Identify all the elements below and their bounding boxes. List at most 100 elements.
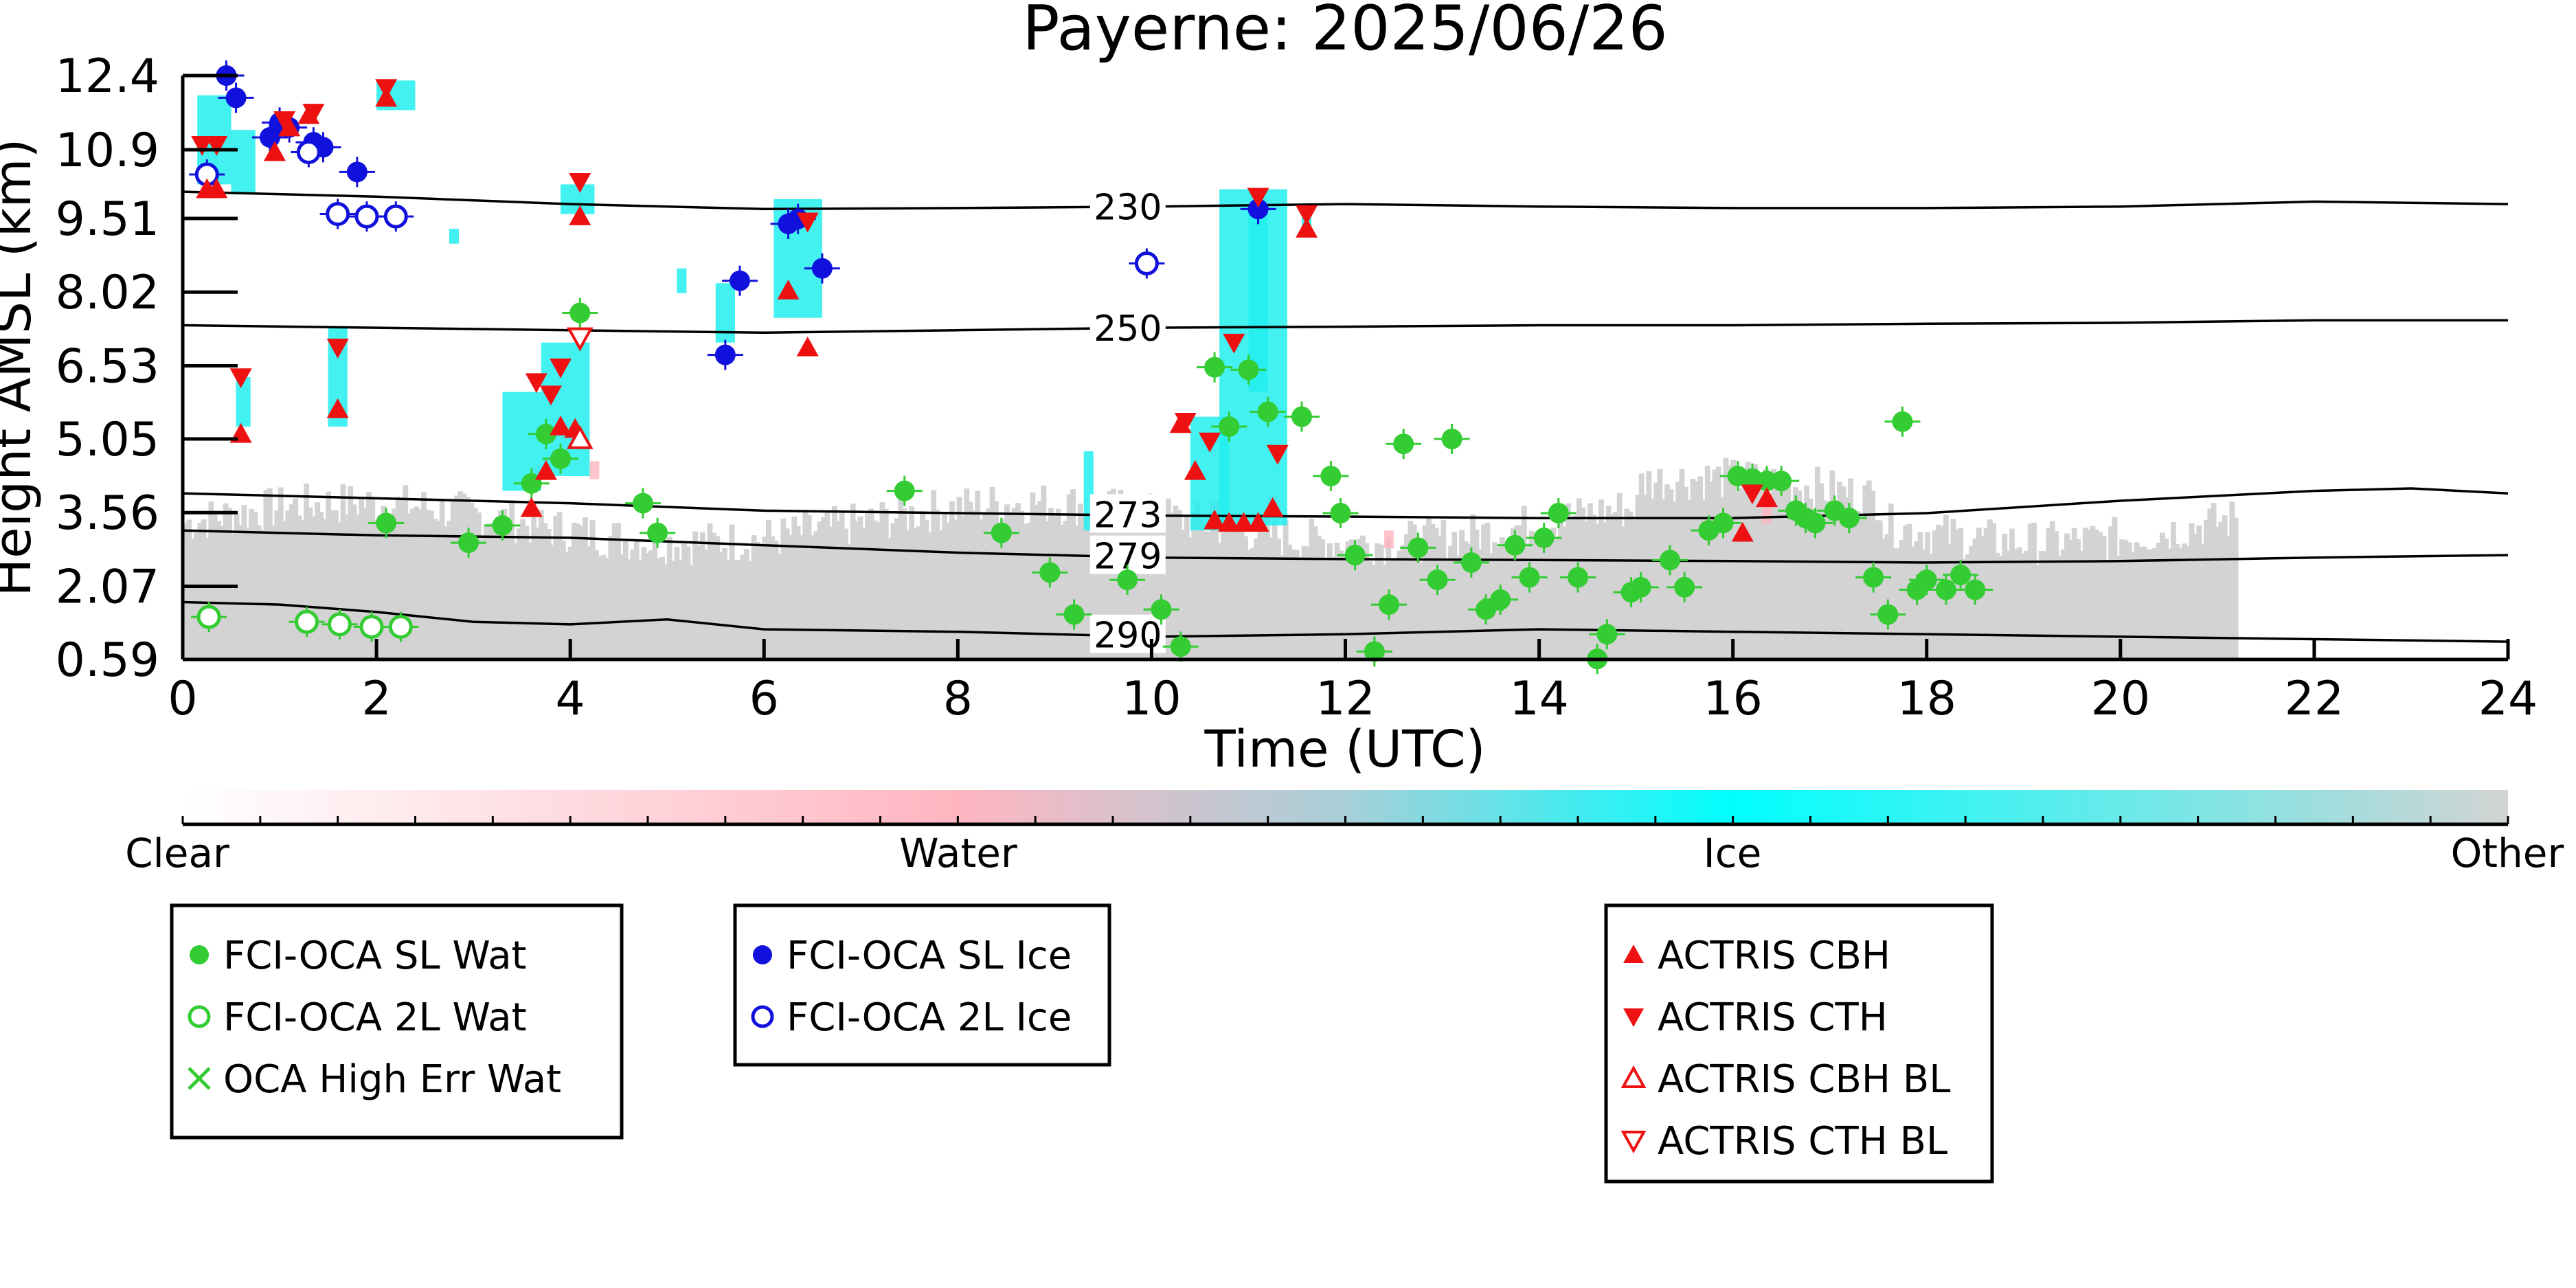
data-point [1218, 512, 1241, 532]
curtain-other [1283, 519, 1289, 659]
data-point [1204, 357, 1225, 378]
data-point [229, 368, 252, 389]
curtain-other [1591, 515, 1597, 659]
curtain-other [725, 560, 732, 659]
data-point [1674, 576, 1695, 598]
data-point [205, 178, 228, 199]
curtain-other [1052, 516, 1058, 659]
curtain-other [1715, 466, 1721, 659]
curtain-other [2123, 540, 2129, 659]
curtain-other [813, 531, 820, 659]
curtain-other [923, 520, 929, 659]
curtain-other [2211, 503, 2217, 659]
curtain-other [861, 527, 867, 659]
curtain-other [2207, 508, 2213, 659]
curtain-other [1180, 530, 1186, 659]
curtain-other [1459, 530, 1465, 659]
curtain-other [1818, 483, 1824, 659]
curtain-other [2013, 549, 2019, 659]
curtain-other [1932, 530, 1938, 659]
data-point [1504, 534, 1526, 556]
curtain-other [447, 520, 453, 659]
series-fci-oca-2l-ice [189, 137, 1165, 279]
data-point [1296, 218, 1318, 238]
x-tick-label: 24 [2478, 672, 2538, 726]
curtain-other [1356, 539, 1362, 659]
curtain-other [1723, 457, 1729, 659]
colorbar-label-water: Water [899, 830, 1017, 877]
data-point [1877, 604, 1899, 625]
data-point [894, 480, 915, 501]
data-point [1232, 512, 1255, 532]
curtain-other [1063, 521, 1069, 659]
data-point [1630, 576, 1651, 598]
curtain-other [2126, 542, 2132, 659]
data-point [1519, 567, 1540, 588]
curtain-other [1554, 537, 1560, 659]
curtain-other [1980, 536, 1986, 659]
curtain-other [2093, 529, 2099, 659]
curtain-other [340, 484, 346, 659]
x-tick-label: 22 [2285, 672, 2345, 726]
curtain-other [1998, 555, 2004, 659]
curtain-other [762, 536, 768, 659]
curtain-other [376, 516, 383, 659]
curtain-other [1019, 510, 1025, 659]
curtain-other [780, 518, 787, 659]
data-point [1659, 550, 1680, 571]
data-point [376, 512, 397, 534]
curtain-other [2057, 555, 2063, 659]
curtain-other [403, 485, 409, 659]
y-axis-label: Height AMSL (km) [0, 138, 43, 596]
data-point [1476, 599, 1497, 620]
curtain-other [677, 560, 683, 659]
curtain-other [652, 528, 658, 659]
curtain-other [905, 530, 911, 659]
curtain-other [2181, 543, 2187, 659]
curtain-other [271, 525, 276, 659]
curtain-other [2178, 548, 2184, 659]
curtain-other [883, 508, 889, 659]
curtain-other [894, 518, 900, 659]
data-point [263, 141, 286, 161]
curtain-other [1888, 503, 1894, 659]
curtain-other [542, 523, 548, 659]
data-point [1441, 429, 1462, 450]
legend: FCI-OCA SL Wat FCI-OCA 2L Wat OCA High Err… [170, 903, 1994, 1184]
data-point [383, 204, 408, 229]
curtain-other [216, 521, 221, 659]
curtain-other [776, 553, 782, 659]
data-point [535, 423, 556, 444]
x-tick-label: 20 [2091, 672, 2151, 726]
curtain-other [1613, 511, 1619, 659]
curtain-other [1899, 539, 1905, 659]
curtain-other [765, 519, 771, 659]
curtain-other [1433, 528, 1439, 659]
curtain-other [1642, 495, 1648, 659]
curtain-other [241, 505, 247, 659]
curtain-other [736, 560, 743, 659]
curtain-other [575, 523, 581, 659]
curtain-other [2156, 543, 2162, 659]
curtain-other [531, 503, 537, 659]
data-point [1838, 508, 1860, 529]
data-point [1756, 487, 1778, 508]
curtain-other [1287, 544, 1293, 659]
curtain-other [567, 546, 574, 659]
curtain-other [1462, 541, 1469, 659]
curtain-other [1451, 532, 1458, 659]
curtain-other [2163, 539, 2169, 659]
curtain-other [359, 498, 365, 659]
curtain-other [2005, 550, 2011, 659]
curtain-other [1074, 526, 1080, 659]
curtain-other [395, 497, 401, 659]
data-point [1548, 502, 1569, 523]
curtain-other [1517, 525, 1524, 659]
curtain-other [1594, 523, 1601, 659]
curtain-other [505, 530, 511, 659]
curtain-other [296, 515, 302, 659]
curtain-other [920, 511, 926, 659]
curtain-other [1298, 558, 1304, 659]
curtain-other [934, 509, 940, 659]
curtain-other [1671, 501, 1677, 659]
